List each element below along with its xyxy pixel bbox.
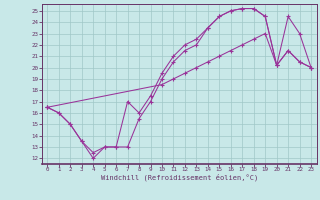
X-axis label: Windchill (Refroidissement éolien,°C): Windchill (Refroidissement éolien,°C) — [100, 174, 258, 181]
